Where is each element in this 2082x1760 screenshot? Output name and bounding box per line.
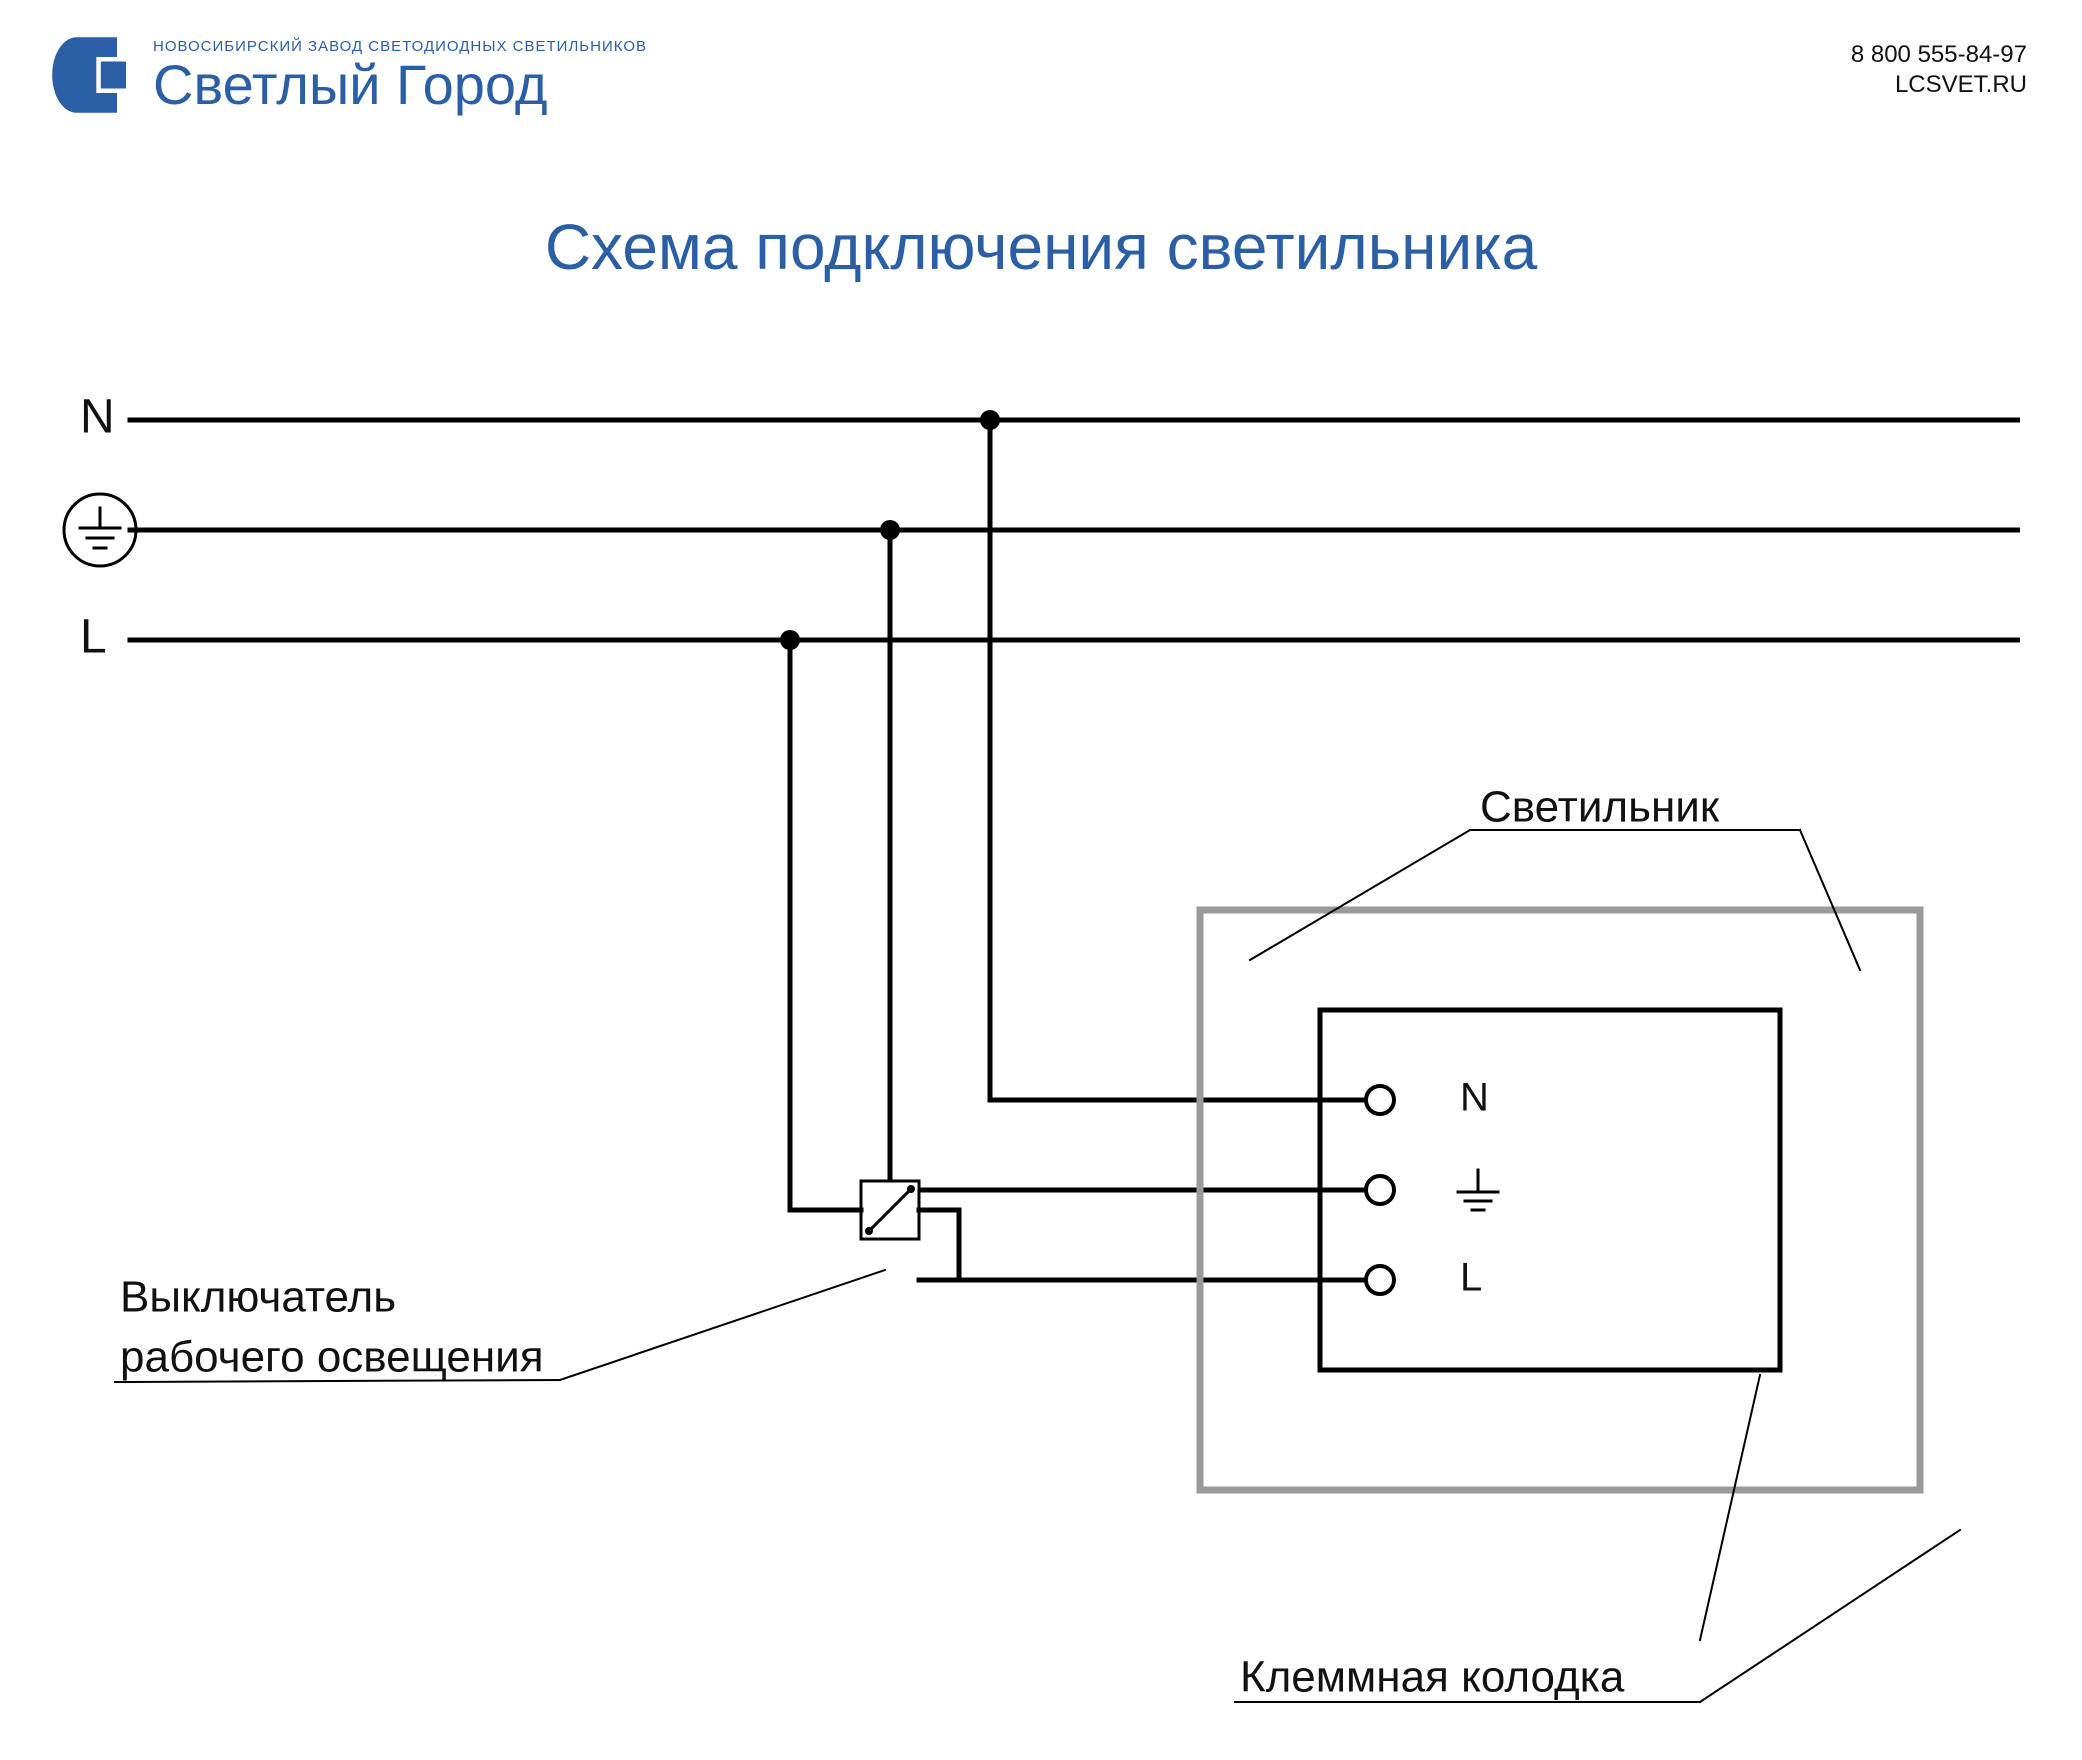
wiring-diagram: N L N L Светильник Выключатель рабочего освеще… [60, 340, 2020, 1720]
contact-site: LCSVET.RU [1851, 70, 2027, 100]
svg-text:N: N [80, 391, 115, 444]
svg-text:L: L [80, 611, 107, 664]
contact-phone: 8 800 555-84-97 [1851, 40, 2027, 70]
logo-text: НОВОСИБИРСКИЙ ЗАВОД СВЕТОДИОДНЫХ СВЕТИЛЬ… [153, 38, 647, 113]
svg-text:L: L [1460, 1256, 1482, 1300]
logo-title: Светлый Город [153, 57, 647, 113]
header: НОВОСИБИРСКИЙ ЗАВОД СВЕТОДИОДНЫХ СВЕТИЛЬ… [45, 30, 647, 120]
svg-text:рабочего освещения: рабочего освещения [120, 1333, 544, 1382]
svg-text:N: N [1460, 1076, 1489, 1120]
page-title: Схема подключения светильника [0, 210, 2082, 284]
contact-block: 8 800 555-84-97 LCSVET.RU [1851, 40, 2027, 100]
svg-text:Выключатель: Выключатель [120, 1273, 396, 1322]
page: НОВОСИБИРСКИЙ ЗАВОД СВЕТОДИОДНЫХ СВЕТИЛЬ… [0, 0, 2082, 1760]
logo-icon [45, 30, 135, 120]
logo-subtitle: НОВОСИБИРСКИЙ ЗАВОД СВЕТОДИОДНЫХ СВЕТИЛЬ… [153, 38, 647, 55]
svg-text:Клеммная колодка: Клеммная колодка [1240, 1653, 1625, 1702]
svg-text:Светильник: Светильник [1480, 783, 1720, 832]
